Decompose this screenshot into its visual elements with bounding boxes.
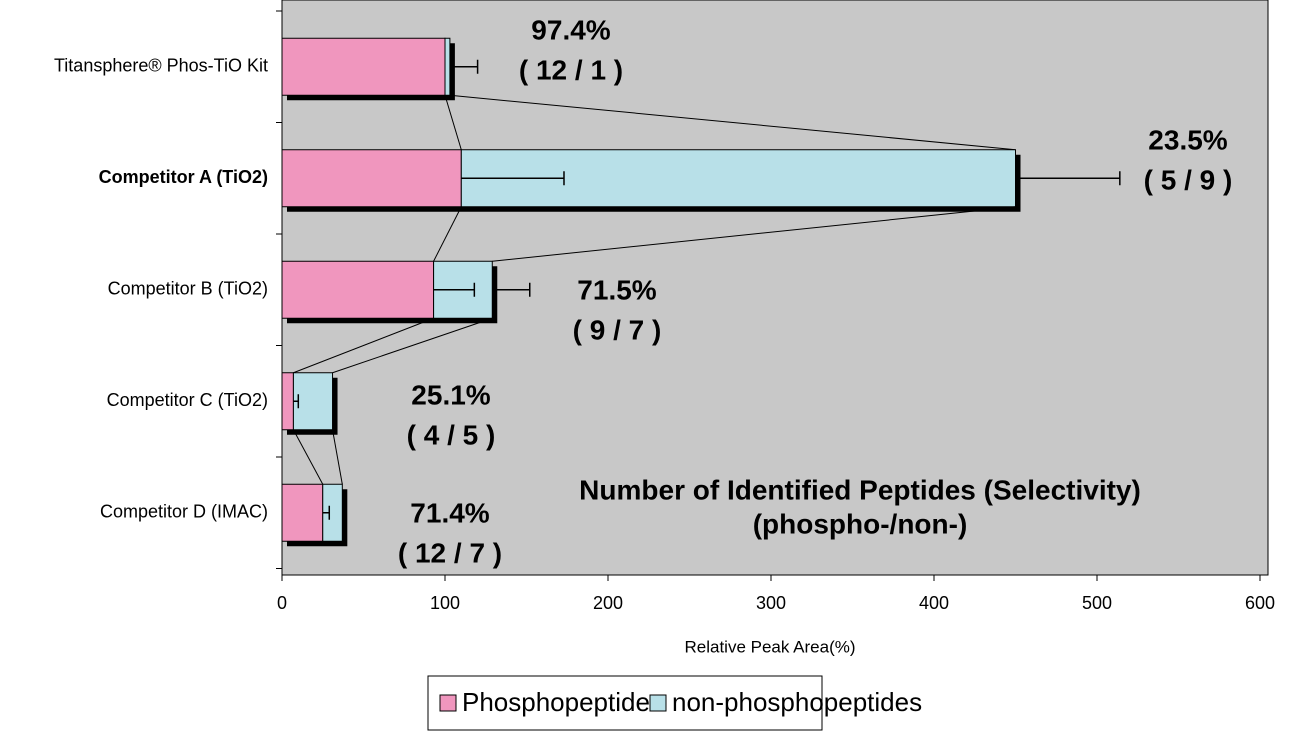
legend-swatch — [439, 694, 457, 712]
bar — [281, 372, 294, 431]
connector — [444, 95, 462, 150]
x-tick-label: 300 — [756, 593, 786, 613]
x-tick-label: 600 — [1245, 593, 1275, 613]
connector — [449, 94, 1016, 151]
x-tick-label: 500 — [1082, 593, 1112, 613]
annotation: 71.4% — [410, 497, 489, 528]
annotation: ( 5 / 9 ) — [1144, 164, 1233, 195]
error-bar — [433, 282, 476, 297]
connector — [292, 429, 324, 485]
error-bar — [1015, 171, 1121, 186]
x-axis-label: Relative Peak Area(%) — [684, 637, 855, 656]
x-tick-label: 200 — [593, 593, 623, 613]
connector — [293, 317, 434, 374]
x-tick-label: 400 — [919, 593, 949, 613]
bar — [281, 149, 462, 208]
note: (phospho-/non-) — [753, 508, 968, 539]
x-tick-label: 100 — [430, 593, 460, 613]
bar — [292, 372, 334, 431]
error-bar — [492, 282, 531, 297]
error-bar — [449, 59, 479, 74]
category-label: Competitor A (TiO2) — [99, 167, 268, 187]
bar — [281, 483, 324, 542]
bar — [444, 37, 451, 96]
legend-label: Phosphopeptides — [462, 687, 663, 717]
error-bar — [293, 394, 300, 409]
annotation: 71.5% — [577, 274, 656, 305]
connector — [492, 206, 1016, 262]
bar — [281, 260, 435, 319]
note: Number of Identified Peptides (Selectivi… — [579, 474, 1141, 505]
x-tick-label: 0 — [277, 593, 287, 613]
category-label: Competitor C (TiO2) — [107, 390, 268, 410]
annotation: ( 9 / 7 ) — [573, 314, 662, 345]
error-bar — [322, 505, 331, 520]
connector — [433, 206, 462, 262]
category-label: Titansphere® Phos-TiO Kit — [54, 56, 268, 76]
legend-label: non-phosphopeptides — [672, 687, 922, 717]
annotation: 23.5% — [1148, 124, 1227, 155]
legend-box — [427, 675, 823, 731]
error-bar — [461, 171, 565, 186]
category-label: Competitor D (IMAC) — [100, 502, 268, 522]
annotation: 25.1% — [411, 379, 490, 410]
category-label: Competitor B (TiO2) — [108, 279, 268, 299]
annotation: ( 12 / 1 ) — [519, 54, 623, 85]
annotation: 97.4% — [531, 14, 610, 45]
connector — [332, 429, 343, 485]
annotation: ( 4 / 5 ) — [407, 419, 496, 450]
connector — [332, 317, 493, 374]
bar — [281, 37, 446, 96]
annotation: ( 12 / 7 ) — [398, 537, 502, 568]
legend-swatch — [649, 694, 667, 712]
